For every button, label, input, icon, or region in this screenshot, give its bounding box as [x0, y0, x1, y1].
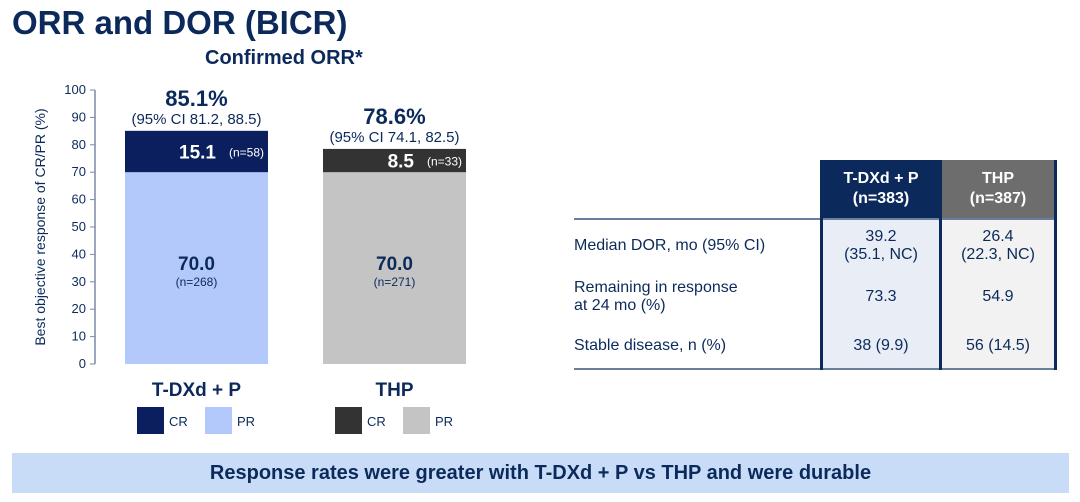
y-tick-label: 60 — [72, 192, 86, 207]
n-label: (n=58) — [229, 146, 264, 160]
data-label: 70.0 — [376, 254, 413, 275]
data-label: 70.0 — [178, 254, 215, 275]
header-thp: THP (n=387) — [940, 160, 1057, 219]
orr-chart: 0 10 20 30 40 50 60 70 80 90 100 Best objective res… — [32, 82, 466, 434]
table-row: Median DOR, mo (95% CI) 39.2 (35.1, NC) 2… — [574, 218, 1057, 271]
table-row: Stable disease, n (%) 38 (9.9) 56 (14.5) — [574, 323, 1057, 370]
category-label: T-DXd + P — [152, 380, 242, 401]
page-title: ORR and DOR (BICR) — [12, 4, 348, 41]
y-tick-label: 30 — [72, 274, 86, 289]
bar-segment-cr — [323, 148, 466, 173]
legend-label: CR — [169, 414, 188, 429]
header-tdxd: T-DXd + P (n=383) — [820, 160, 942, 219]
y-tick-label: 40 — [72, 246, 86, 261]
total-label: 78.6% — [363, 104, 425, 129]
y-tick-label: 100 — [64, 82, 86, 97]
data-label: 8.5 — [388, 152, 415, 173]
y-tick-label: 10 — [72, 329, 86, 344]
y-tick-label: 70 — [72, 164, 86, 179]
legend-swatch-pr — [205, 407, 232, 434]
ci-label: (95% CI 81.2, 88.5) — [131, 111, 261, 128]
y-tick-label: 90 — [72, 109, 86, 124]
y-tick-label: 80 — [72, 137, 86, 152]
bar-segment-pr — [323, 172, 466, 364]
y-tick-label: 50 — [72, 219, 86, 234]
data-label: 15.1 — [179, 143, 216, 164]
legend-swatch-pr — [403, 407, 430, 434]
bar-segment-pr — [125, 172, 268, 364]
y-tick-label: 20 — [72, 301, 86, 316]
legend-label: PR — [435, 414, 453, 429]
chart-title: Confirmed ORR* — [205, 47, 363, 69]
legend-swatch-cr — [137, 407, 164, 434]
table-row: Remaining in response at 24 mo (%) 73.3 5… — [574, 271, 1057, 323]
summary-banner: Response rates were greater with T-DXd +… — [12, 453, 1069, 493]
ci-label: (95% CI 74.1, 82.5) — [329, 129, 459, 146]
category-label: THP — [376, 380, 414, 401]
y-axis-label: Best objective response of CR/PR (%) — [32, 108, 48, 345]
n-label: (n=271) — [374, 275, 416, 289]
legend-label: PR — [237, 414, 255, 429]
legend-label: CR — [367, 414, 386, 429]
n-label: (n=268) — [176, 275, 218, 289]
dor-table: T-DXd + P (n=383) THP (n=387) Median DOR, … — [574, 160, 1057, 370]
legend-swatch-cr — [335, 407, 362, 434]
total-label: 85.1% — [165, 86, 227, 111]
y-tick-label: 0 — [79, 356, 86, 371]
bar-segment-cr — [125, 130, 268, 173]
n-label: (n=33) — [427, 155, 462, 169]
